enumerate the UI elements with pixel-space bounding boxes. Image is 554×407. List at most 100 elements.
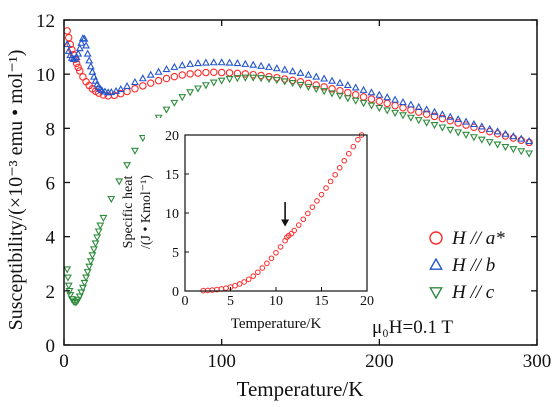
data-point [233,75,242,83]
data-point [64,46,73,54]
data-point [86,62,95,70]
inset-y-tick-label: 10 [165,207,179,222]
data-point [130,77,139,86]
data-point [320,88,329,96]
data-point [335,78,344,86]
inset-x-ticks: 0 5 10 15 20 [182,287,374,309]
series-1 [63,34,534,145]
inset-data-point [355,136,361,143]
data-point [63,266,72,274]
inset-data-point [277,244,284,250]
data-point [201,82,210,90]
x-tick-label: 0 [59,351,69,372]
inset-x-tick-label: 15 [315,294,329,309]
data-point [438,110,447,118]
data-point [430,107,439,115]
data-point [217,77,226,85]
inset-y-tick-label: 15 [165,168,179,183]
data-point [194,85,202,93]
data-point [186,89,195,97]
x-tick-label: 200 [365,351,394,372]
data-point [241,70,250,78]
data-point [93,234,102,242]
data-point [257,75,266,83]
data-point [422,110,431,119]
data-point [225,69,234,77]
data-point [343,80,352,89]
data-point [399,98,407,106]
data-point [296,78,305,86]
legend-label: H // b [451,255,495,276]
data-point [116,85,125,93]
data-point [430,112,439,121]
data-point [170,62,179,70]
data-point [264,62,273,70]
legend-label: H // a* [451,228,505,249]
data-point [359,93,368,101]
data-point [454,119,462,127]
data-point [493,141,502,149]
arrow-head [281,219,290,227]
data-point [344,88,352,97]
inset-data-point [254,269,261,276]
data-point [383,107,392,115]
inset-y-axis-label-line1: Specific heat [121,176,136,249]
data-point [383,99,391,108]
data-point [312,86,321,94]
data-point [76,67,84,75]
data-point [97,86,106,94]
data-point [63,40,72,48]
data-point [272,77,281,85]
data-point [517,134,526,142]
inset-data-point [309,204,316,210]
data-point [383,93,392,101]
data-point [154,67,163,75]
data-point [336,86,344,95]
inset-data-point [236,281,243,287]
data-point [94,228,103,236]
data-point [107,87,116,96]
data-point [462,117,471,125]
data-point [74,49,83,57]
data-point [477,122,486,130]
data-point [264,75,273,84]
data-point [477,136,486,144]
data-point [233,59,242,67]
y-tick-label: 12 [36,11,55,32]
data-point [178,71,187,79]
transition-arrow [281,202,290,227]
data-point [88,67,97,75]
data-point [80,279,89,288]
data-point [89,72,98,80]
data-point [170,99,179,107]
inset-data-point [327,178,334,185]
data-point [312,72,321,80]
data-point [399,104,407,112]
legend-marker [429,231,443,245]
data-point [446,112,455,120]
data-point [67,53,76,61]
data-point [399,112,407,120]
data-point [501,143,510,152]
data-point [66,40,75,49]
legend-label: H // c [451,282,495,303]
data-point [83,49,92,57]
data-point [162,74,171,83]
data-point [78,284,87,292]
data-point [209,58,218,66]
data-point [146,79,155,87]
data-point [138,74,147,82]
legend: H // a* H // b H // c [429,228,505,303]
data-point [509,146,518,154]
data-point [74,63,82,72]
data-point [63,27,71,35]
field-annotation: μ₀H=0.1 T [372,317,453,338]
inset-data-point [341,157,348,164]
data-point [470,123,478,132]
inset-x-axis-label: Temperature/K [231,316,322,332]
data-point [225,75,234,84]
data-point [112,86,121,95]
x-tick-label: 300 [523,351,552,372]
data-point [462,131,471,139]
